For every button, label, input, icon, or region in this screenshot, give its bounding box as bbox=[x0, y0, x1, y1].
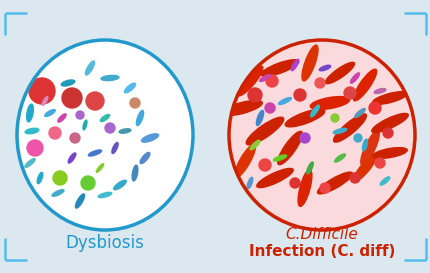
Ellipse shape bbox=[372, 148, 406, 158]
Ellipse shape bbox=[249, 140, 259, 150]
Circle shape bbox=[368, 102, 380, 114]
Ellipse shape bbox=[354, 109, 364, 117]
Ellipse shape bbox=[237, 66, 262, 96]
Ellipse shape bbox=[234, 144, 255, 178]
Ellipse shape bbox=[37, 172, 43, 184]
Ellipse shape bbox=[75, 194, 84, 208]
Ellipse shape bbox=[132, 165, 138, 181]
Ellipse shape bbox=[61, 80, 75, 86]
Ellipse shape bbox=[278, 97, 291, 105]
Ellipse shape bbox=[362, 139, 367, 151]
Ellipse shape bbox=[17, 40, 193, 230]
Ellipse shape bbox=[246, 117, 283, 145]
Ellipse shape bbox=[291, 59, 298, 71]
Circle shape bbox=[105, 123, 115, 133]
Ellipse shape bbox=[259, 75, 270, 81]
Ellipse shape bbox=[352, 154, 376, 182]
Circle shape bbox=[49, 127, 61, 139]
Ellipse shape bbox=[42, 97, 48, 105]
Circle shape bbox=[293, 89, 305, 101]
Ellipse shape bbox=[247, 177, 252, 189]
Circle shape bbox=[264, 103, 274, 113]
Ellipse shape bbox=[112, 143, 118, 153]
Ellipse shape bbox=[379, 177, 389, 185]
Circle shape bbox=[86, 92, 104, 110]
Ellipse shape bbox=[101, 75, 119, 81]
Circle shape bbox=[81, 176, 95, 190]
Ellipse shape bbox=[88, 150, 101, 156]
Circle shape bbox=[53, 171, 67, 185]
Circle shape bbox=[289, 178, 299, 188]
Circle shape bbox=[349, 173, 359, 183]
Ellipse shape bbox=[350, 73, 359, 83]
Circle shape bbox=[299, 133, 309, 143]
Circle shape bbox=[374, 158, 384, 168]
Ellipse shape bbox=[25, 159, 35, 167]
Ellipse shape bbox=[360, 131, 378, 165]
Circle shape bbox=[258, 159, 270, 171]
Ellipse shape bbox=[45, 109, 55, 117]
Circle shape bbox=[343, 87, 355, 99]
Ellipse shape bbox=[317, 172, 352, 194]
Ellipse shape bbox=[310, 105, 319, 117]
Circle shape bbox=[130, 98, 140, 108]
Circle shape bbox=[247, 88, 261, 102]
Ellipse shape bbox=[333, 114, 366, 142]
Ellipse shape bbox=[68, 153, 76, 163]
Ellipse shape bbox=[119, 129, 131, 133]
Ellipse shape bbox=[25, 128, 39, 134]
Circle shape bbox=[70, 133, 80, 143]
Ellipse shape bbox=[256, 168, 292, 188]
Ellipse shape bbox=[141, 134, 158, 142]
Ellipse shape bbox=[277, 131, 301, 165]
Ellipse shape bbox=[83, 120, 87, 130]
Ellipse shape bbox=[114, 180, 126, 190]
Circle shape bbox=[319, 183, 329, 193]
Ellipse shape bbox=[52, 190, 64, 196]
Ellipse shape bbox=[27, 104, 33, 122]
Ellipse shape bbox=[273, 155, 286, 161]
Text: Dysbiosis: Dysbiosis bbox=[65, 234, 144, 252]
Circle shape bbox=[62, 88, 82, 108]
Ellipse shape bbox=[319, 65, 330, 71]
Ellipse shape bbox=[285, 109, 324, 127]
Circle shape bbox=[382, 128, 392, 138]
Ellipse shape bbox=[140, 152, 150, 164]
Ellipse shape bbox=[373, 88, 385, 93]
Ellipse shape bbox=[98, 192, 111, 198]
Ellipse shape bbox=[306, 162, 313, 174]
Ellipse shape bbox=[221, 100, 262, 115]
Ellipse shape bbox=[298, 170, 311, 206]
Ellipse shape bbox=[301, 45, 317, 81]
Ellipse shape bbox=[334, 154, 345, 162]
Circle shape bbox=[29, 78, 55, 104]
Circle shape bbox=[76, 111, 84, 119]
Ellipse shape bbox=[353, 69, 376, 101]
Ellipse shape bbox=[124, 83, 135, 93]
Ellipse shape bbox=[136, 111, 143, 126]
Ellipse shape bbox=[325, 62, 354, 84]
Text: C.Difficile: C.Difficile bbox=[285, 227, 357, 242]
Ellipse shape bbox=[58, 114, 66, 122]
Ellipse shape bbox=[256, 111, 263, 126]
Ellipse shape bbox=[261, 60, 298, 76]
Circle shape bbox=[314, 78, 324, 88]
Ellipse shape bbox=[96, 164, 104, 172]
Circle shape bbox=[265, 75, 277, 87]
Ellipse shape bbox=[372, 92, 406, 104]
Text: Infection (C. diff): Infection (C. diff) bbox=[248, 245, 394, 260]
Ellipse shape bbox=[85, 61, 94, 75]
Ellipse shape bbox=[100, 114, 109, 121]
Ellipse shape bbox=[310, 97, 349, 109]
Ellipse shape bbox=[228, 40, 414, 230]
Circle shape bbox=[27, 140, 43, 156]
Ellipse shape bbox=[332, 128, 346, 134]
Circle shape bbox=[353, 134, 361, 142]
Ellipse shape bbox=[371, 113, 407, 133]
Circle shape bbox=[330, 114, 338, 122]
